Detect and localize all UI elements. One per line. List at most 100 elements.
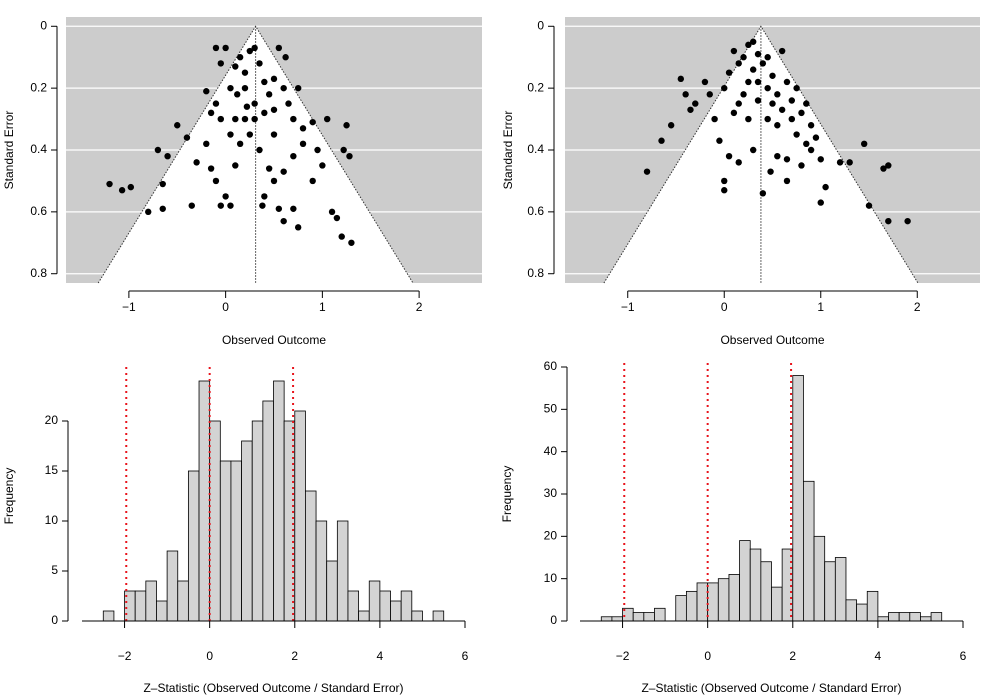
data-point	[294, 224, 302, 231]
histogram-bar	[390, 600, 402, 622]
data-point	[846, 159, 853, 166]
x-tick-label: 4	[377, 649, 384, 663]
data-point	[299, 140, 307, 148]
y-tick-label: 0	[40, 18, 47, 32]
data-point	[658, 137, 665, 144]
histogram-bar	[856, 603, 868, 622]
data-point	[778, 106, 786, 113]
x-tick-label: 2	[416, 300, 423, 314]
y-tick-label: 60	[544, 359, 558, 373]
x-tick-label: 0	[721, 300, 728, 314]
data-point	[803, 140, 810, 148]
y-tick-label: 0.2	[30, 80, 47, 94]
data-point	[270, 177, 278, 185]
y-tick-label: 0	[550, 613, 557, 627]
data-point	[687, 106, 694, 113]
histogram-bar	[685, 590, 698, 622]
y-axis-title: Standard Error	[501, 111, 515, 190]
data-point	[232, 115, 239, 123]
x-tick-label: −2	[118, 649, 132, 663]
data-point	[764, 84, 771, 92]
data-point	[246, 47, 254, 55]
data-point	[217, 60, 224, 67]
data-point	[193, 159, 200, 166]
data-point	[338, 233, 345, 240]
data-point	[241, 115, 249, 123]
data-point	[885, 162, 892, 169]
data-point	[309, 118, 316, 126]
data-point	[692, 100, 699, 107]
x-tick-label: 6	[462, 649, 469, 663]
histogram-bar	[792, 375, 804, 622]
x-tick-label: 2	[914, 300, 921, 314]
histogram-bar	[749, 548, 762, 622]
data-point	[270, 75, 278, 83]
x-tick-label: −1	[122, 300, 136, 314]
x-tick-label: 2	[291, 649, 298, 663]
y-tick-label: 0	[51, 613, 58, 627]
y-tick-label: 20	[544, 529, 558, 543]
data-point	[735, 60, 742, 67]
data-point	[261, 78, 268, 86]
histogram-bar	[930, 612, 943, 622]
data-point	[735, 159, 742, 166]
histogram-bar	[368, 580, 381, 622]
histogram-bar	[898, 612, 911, 622]
histogram-bar	[134, 590, 147, 622]
histogram-bar	[102, 610, 115, 622]
data-point	[265, 91, 273, 98]
histogram-bar	[834, 557, 847, 622]
data-point	[241, 84, 249, 92]
histogram-bar	[187, 470, 200, 622]
data-point	[106, 180, 113, 188]
data-point	[251, 44, 258, 52]
histogram-bar	[824, 561, 836, 622]
data-point	[769, 72, 776, 79]
data-point	[234, 91, 241, 98]
x-tick-label: 1	[319, 300, 326, 314]
data-point	[778, 47, 786, 55]
y-tick-label: 0.6	[30, 204, 47, 218]
histogram-bar	[654, 607, 666, 622]
data-point	[788, 115, 796, 123]
data-point	[793, 131, 800, 138]
data-point	[227, 202, 234, 209]
data-point	[643, 168, 651, 175]
histogram-bar	[273, 380, 285, 622]
data-point	[333, 214, 341, 222]
data-point	[754, 97, 762, 104]
x-axis-title: Observed Outcome	[720, 333, 824, 347]
histogram-bar	[145, 580, 157, 622]
data-point	[788, 97, 796, 104]
data-point	[343, 122, 350, 129]
data-point	[232, 162, 239, 169]
data-point	[721, 187, 728, 194]
data-point	[817, 156, 824, 163]
y-axis-title: Standard Error	[2, 111, 16, 190]
data-point	[745, 41, 752, 49]
histogram-bar	[336, 520, 349, 622]
histogram-bar	[803, 480, 815, 622]
histogram-bar	[241, 440, 253, 622]
data-point	[885, 217, 892, 225]
data-point	[725, 69, 733, 76]
data-point	[265, 165, 273, 172]
histogram-bar	[400, 590, 413, 622]
histogram-bar	[866, 590, 879, 622]
y-tick-label: 15	[45, 463, 59, 477]
data-point	[285, 100, 292, 107]
data-point	[793, 84, 800, 92]
x-tick-label: 0	[206, 649, 213, 663]
data-point	[836, 159, 844, 166]
histogram-bar	[845, 599, 858, 622]
histogram-bar	[909, 612, 921, 622]
data-point	[212, 44, 220, 52]
data-point	[812, 134, 820, 141]
data-point	[212, 100, 220, 107]
histogram-bar	[432, 610, 445, 622]
data-point	[222, 193, 229, 200]
data-point	[759, 190, 767, 197]
data-point	[774, 91, 781, 98]
x-tick-label: 1	[817, 300, 824, 314]
y-tick-label: 0	[537, 18, 544, 32]
